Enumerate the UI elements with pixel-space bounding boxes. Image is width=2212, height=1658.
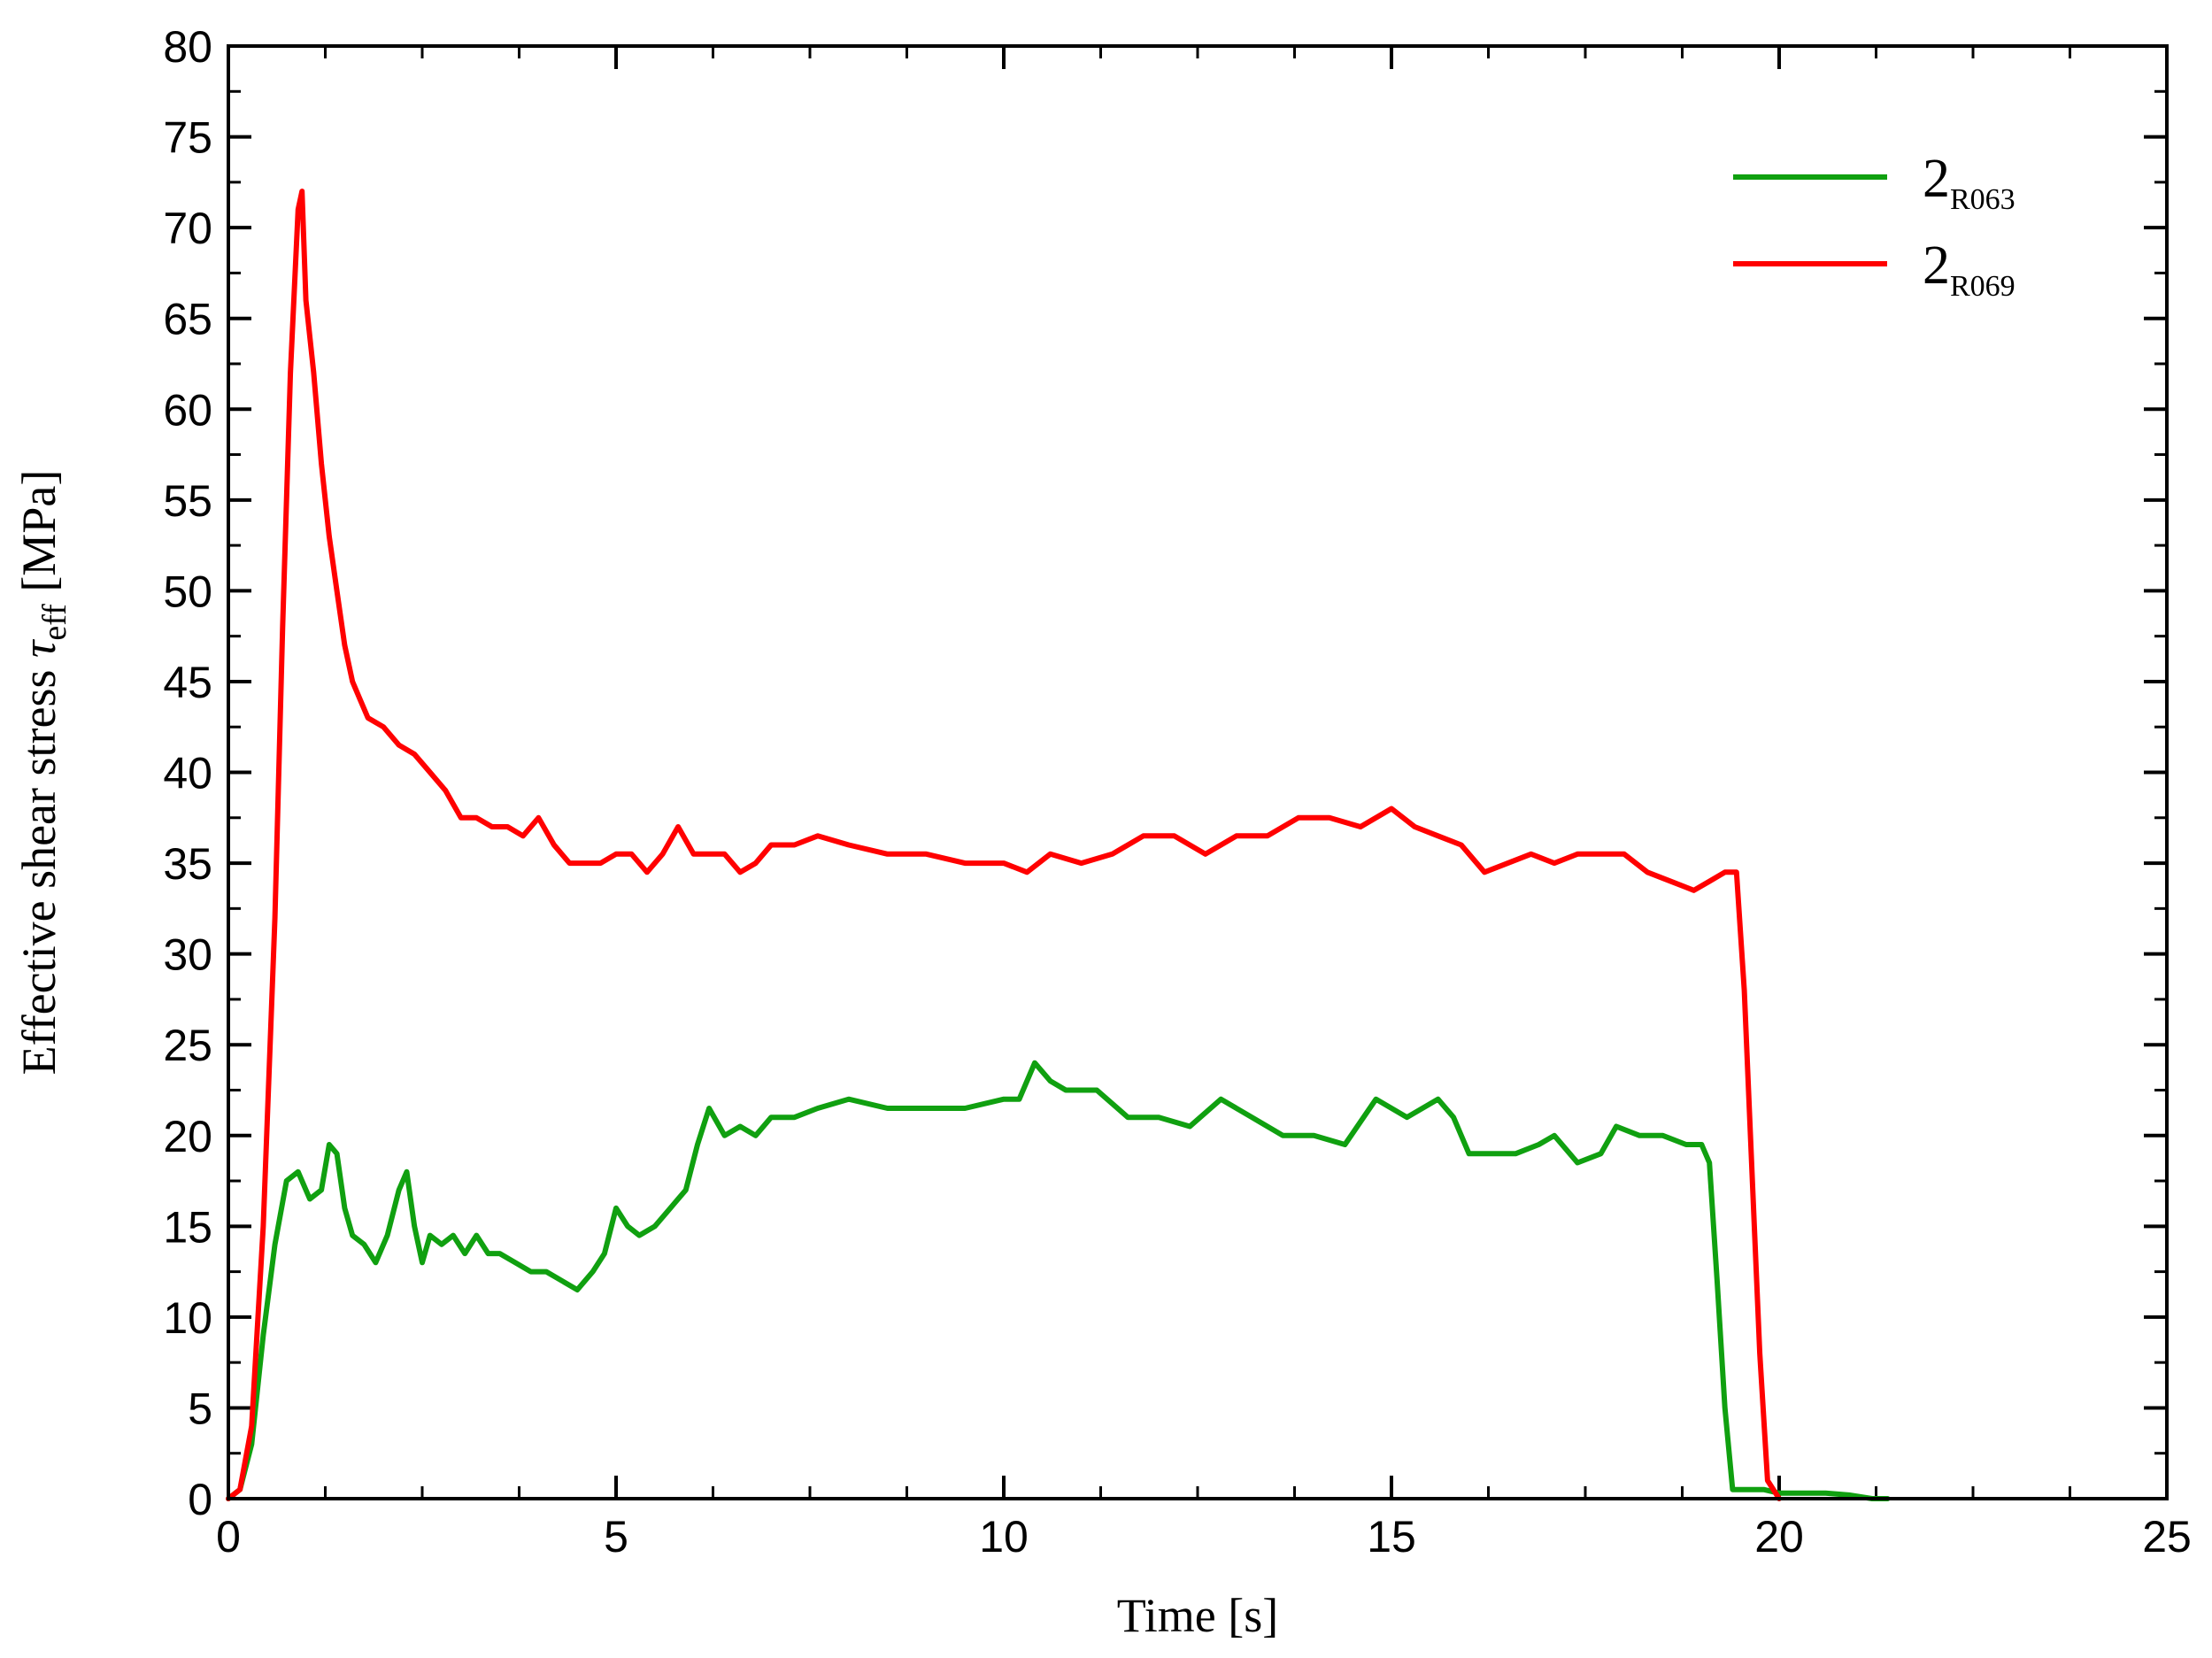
y-tick-label: 55	[163, 476, 212, 526]
y-axis-title-subscript: eff	[36, 604, 73, 641]
series-line-R069	[226, 189, 1782, 1501]
legend-label-R063-sub: R063	[1950, 183, 2015, 216]
y-tick-label: 65	[163, 295, 212, 344]
y-axis-title-prefix: Effective shear stress	[12, 658, 66, 1075]
y-tick-label: 45	[163, 658, 212, 707]
y-tick-label: 50	[163, 567, 212, 616]
legend-label-R063: 2R063	[1923, 149, 2015, 216]
legend-label-R063-main: 2	[1923, 149, 1950, 209]
y-tick-label: 15	[163, 1202, 212, 1252]
y-tick-label: 25	[163, 1021, 212, 1070]
x-tick-label: 15	[1367, 1512, 1416, 1562]
y-tick-label: 20	[163, 1112, 212, 1161]
y-tick-label: 80	[163, 22, 212, 72]
legend-label-R069-main: 2	[1923, 235, 1950, 296]
legend: 2R063 2R069	[1733, 149, 2015, 303]
legend-label-R069: 2R069	[1923, 235, 2015, 303]
y-tick-label: 60	[163, 385, 212, 435]
x-tick-label: 5	[604, 1512, 628, 1562]
y-axis-title-symbol: τ	[12, 639, 66, 658]
series-line-R063	[226, 1060, 1891, 1501]
y-tick-label: 10	[163, 1293, 212, 1343]
y-tick-label: 5	[188, 1384, 212, 1433]
y-tick-label: 30	[163, 930, 212, 980]
x-tick-label: 20	[1754, 1512, 1804, 1562]
x-axis-title: Time [s]	[1117, 1589, 1279, 1642]
y-tick-label: 70	[163, 204, 212, 253]
tick-labels: 0 5 10 15 20 25 0 5 10 15 20 25 30 35 40 45 50 55 60 65 70 75…	[163, 22, 2191, 1562]
series-lines	[226, 189, 1891, 1501]
x-tick-label: 0	[216, 1512, 241, 1562]
x-tick-label: 25	[2142, 1512, 2192, 1562]
legend-label-R069-sub: R069	[1950, 270, 2015, 303]
x-tick-label: 10	[979, 1512, 1029, 1562]
plot-frame	[227, 44, 2169, 1500]
y-tick-label: 35	[163, 839, 212, 889]
y-tick-label: 0	[188, 1475, 212, 1524]
y-axis-title-suffix: [MPa]	[12, 470, 66, 604]
y-tick-label: 75	[163, 113, 212, 163]
y-tick-label: 40	[163, 749, 212, 798]
y-axis-title: Effective shear stress τeff [MPa]	[12, 470, 73, 1076]
